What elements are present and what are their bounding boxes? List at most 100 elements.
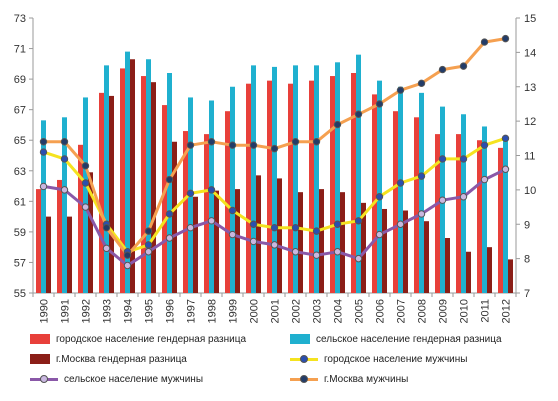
point-rural-men: [333, 248, 342, 256]
legend-item-urban-gap: городское население гендерная разница: [30, 330, 246, 348]
bar-rural-gap: [146, 59, 151, 293]
right-tick-label: 12: [524, 116, 536, 128]
legend-swatch-moscow-gap: [30, 354, 50, 364]
bar-moscow-gap: [445, 238, 450, 293]
bar-urban-gap: [351, 73, 356, 293]
bar-moscow-gap: [235, 189, 240, 293]
x-tick-label: 1996: [165, 299, 177, 323]
point-urban-men: [39, 148, 48, 156]
point-rural-men: [249, 237, 258, 246]
bar-rural-gap: [293, 65, 298, 293]
x-tick-label: 1991: [60, 299, 72, 323]
point-moscow-men: [354, 110, 363, 118]
point-rural-men: [165, 234, 174, 242]
point-urban-men: [291, 223, 300, 232]
legend-line-rural-men: [30, 374, 58, 384]
point-moscow-men: [333, 120, 342, 129]
bar-urban-gap: [141, 76, 146, 293]
point-urban-men: [81, 179, 90, 187]
point-rural-men: [417, 210, 426, 218]
left-tick-label: 61: [14, 196, 26, 208]
point-rural-men: [207, 217, 216, 225]
right-tick-label: 13: [524, 82, 536, 94]
bar-moscow-gap: [319, 189, 324, 293]
bar-rural-gap: [377, 80, 382, 293]
x-tick-label: 2012: [501, 299, 513, 323]
bar-moscow-gap: [151, 82, 156, 294]
point-moscow-men: [501, 34, 510, 43]
point-urban-men: [186, 189, 195, 198]
point-urban-men: [312, 227, 321, 235]
point-urban-men: [396, 179, 405, 187]
legend-label-rural-gap: сельское население гендерная разница: [316, 333, 502, 345]
point-moscow-men: [270, 144, 279, 153]
bar-moscow-gap: [67, 216, 72, 293]
left-tick-label: 63: [14, 166, 26, 178]
chart-plot: 55 57 59 61 63 65 67 69 71 73 7 8 9 10 11 12 13 14 15 1990 1…: [14, 13, 537, 323]
x-tick-label: 1995: [144, 299, 156, 323]
point-rural-men: [354, 254, 363, 263]
point-rural-men: [123, 261, 132, 270]
point-urban-men: [480, 141, 489, 149]
point-urban-men: [438, 155, 447, 163]
bar-urban-gap: [204, 134, 209, 293]
point-urban-men: [354, 217, 363, 225]
point-rural-men: [291, 248, 300, 256]
bar-urban-gap: [477, 140, 482, 293]
point-moscow-men: [207, 138, 216, 146]
bar-rural-gap: [251, 65, 256, 293]
bar-rural-gap: [335, 62, 340, 293]
legend-label-urban-gap: городское население гендерная разница: [56, 333, 247, 345]
point-moscow-men: [102, 223, 111, 232]
point-rural-men: [186, 223, 195, 232]
bar-moscow-gap: [466, 251, 471, 293]
right-tick-label: 15: [524, 13, 536, 25]
left-tick-label: 57: [14, 257, 26, 269]
legend-swatch-rural-gap: [290, 334, 310, 344]
bar-urban-gap: [435, 134, 440, 293]
x-tick-label: 2005: [354, 299, 366, 323]
bar-moscow-gap: [340, 192, 345, 293]
point-rural-men: [480, 175, 489, 184]
bar-urban-gap: [57, 179, 62, 293]
left-tick-label: 67: [14, 105, 26, 117]
legend-label-moscow-gap: г.Москва гендерная разница: [56, 353, 187, 365]
legend-item-moscow-gap: г.Москва гендерная разница: [30, 350, 187, 368]
bar-moscow-gap: [214, 190, 219, 293]
bar-urban-gap: [162, 105, 167, 293]
right-tick-label: 10: [524, 185, 536, 197]
bar-rural-gap: [314, 65, 319, 293]
bar-rural-gap: [125, 51, 130, 293]
bar-moscow-gap: [382, 208, 387, 293]
x-tick-label: 1999: [228, 299, 240, 323]
point-moscow-men: [165, 175, 174, 184]
x-tick-label: 1992: [81, 299, 93, 323]
bar-rural-gap: [482, 126, 487, 293]
bar-rural-gap: [461, 114, 466, 293]
x-tick-label: 2000: [249, 299, 261, 323]
point-urban-men: [207, 186, 216, 194]
point-moscow-men: [249, 141, 258, 149]
x-tick-label: 2006: [375, 299, 387, 323]
bar-moscow-gap: [403, 210, 408, 293]
point-moscow-men: [291, 138, 300, 146]
bar-moscow-gap: [256, 175, 261, 293]
bar-urban-gap: [267, 80, 272, 293]
bar-rural-gap: [104, 65, 109, 293]
bar-moscow-gap: [277, 178, 282, 293]
point-moscow-men: [480, 38, 489, 46]
point-urban-men: [501, 134, 510, 143]
bar-urban-gap: [498, 147, 503, 293]
bar-urban-gap: [183, 131, 188, 293]
legend-swatch-urban-gap: [30, 334, 50, 344]
bar-urban-gap: [288, 83, 293, 293]
point-rural-men: [375, 230, 384, 239]
bar-rural-gap: [230, 86, 235, 293]
point-moscow-men: [312, 138, 321, 146]
bar-rural-gap: [83, 97, 88, 293]
x-tick-label: 2011: [480, 299, 492, 323]
point-moscow-men: [186, 141, 195, 149]
point-rural-men: [270, 241, 279, 249]
bar-rural-gap: [398, 86, 403, 293]
